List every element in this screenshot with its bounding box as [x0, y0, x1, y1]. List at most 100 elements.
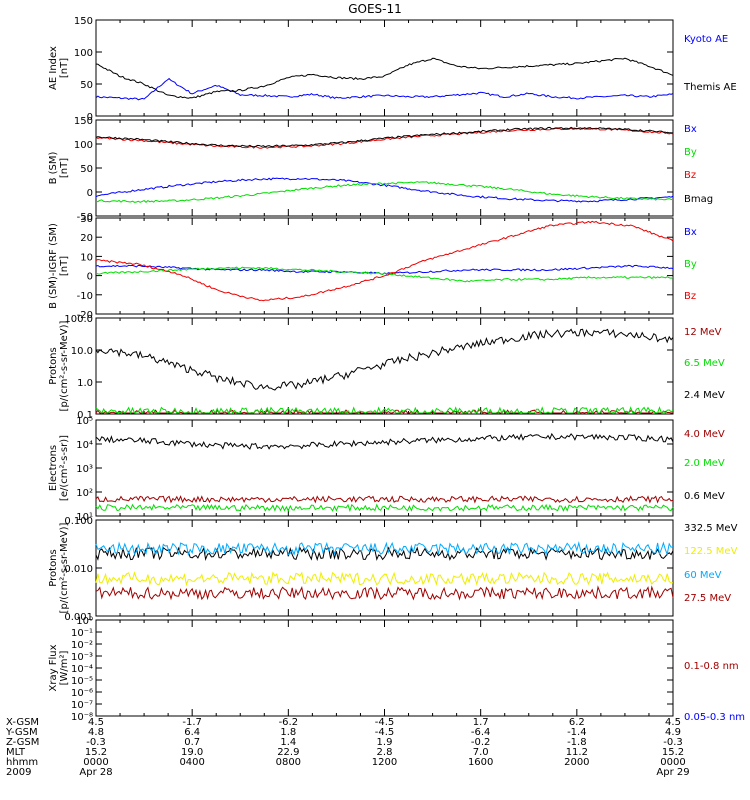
panel-ae: 0 50 100 150 AE Index[nT] Kyoto AE Themis AE: [48, 16, 737, 123]
ephem-cell: -6.2: [279, 717, 299, 728]
ephem-cell: 6.4: [184, 727, 200, 738]
ytick-label: 0: [87, 112, 93, 123]
ephem-cell: 4.5: [665, 717, 681, 728]
ephem-cell: -6.4: [471, 727, 491, 738]
ytick-label: 10⁻¹: [71, 628, 93, 639]
legend-label: 0.6 MeV: [684, 491, 725, 502]
ephem-cell: -4.5: [375, 717, 395, 728]
ephem-cell: 1.9: [377, 737, 393, 748]
series-27-5-mev: [95, 585, 674, 601]
legend-label: Bz: [684, 170, 696, 181]
legend-label: 6.5 MeV: [684, 358, 725, 369]
ylabel: Xray Flux[W/m²]: [48, 644, 70, 691]
panel-frame: [95, 519, 674, 617]
ytick-label: 30: [80, 214, 93, 225]
series-by: [96, 181, 674, 203]
panel-frame: [95, 217, 674, 315]
series-0-6-mev: [95, 432, 674, 450]
panel-bsm: -50 0 50 100 150 B (SM)[nT] Bx By Bz Bmag: [48, 116, 713, 223]
ytick-label: 10⁻⁴: [71, 664, 93, 675]
ephemeris-table: X-GSMY-GSMZ-GSMMLThhmm20094.54.8-0.315.2…: [5, 717, 690, 778]
ephem-cell: 0.7: [184, 737, 200, 748]
ytick-label: 0.001: [64, 612, 93, 623]
series-bx: [95, 177, 674, 203]
legend-label: 60 MeV: [684, 570, 722, 581]
series-6-5-mev: [95, 406, 674, 415]
legend-label: Themis AE: [683, 82, 737, 93]
ephem-cell: 1.7: [473, 717, 489, 728]
ephem-cell: 4.9: [665, 727, 681, 738]
ephem-row-label: hhmm: [6, 757, 38, 768]
ytick-label: 20: [80, 233, 93, 244]
ytick-label: 10⁰: [76, 616, 93, 627]
legend-label: Bx: [684, 227, 697, 238]
ephem-cell: 0000: [83, 757, 108, 768]
panel-protons2: 0.001 0.010 0.100Protons[p/(cm²-s-sr-MeV)]…: [48, 516, 738, 623]
legend-label: 27.5 MeV: [684, 593, 731, 604]
chart-title: GOES-11: [348, 2, 402, 16]
ytick-label: 10⁻⁵: [71, 676, 93, 687]
ytick-label: 10⁻³: [71, 652, 93, 663]
series-bmag: [95, 126, 674, 148]
ephem-cell: -1.8: [567, 737, 587, 748]
legend-label: 2.0 MeV: [684, 458, 725, 469]
ephem-row-label: 2009: [6, 767, 31, 778]
legend-label: By: [684, 147, 697, 158]
ephem-cell: 0800: [276, 757, 301, 768]
ephem-row-label: MLT: [6, 747, 26, 758]
series-bz: [95, 220, 674, 302]
panel-bdiff: -20 -10 0 10 20 30 B (SM)-IGRF (SM)[nT] Bx By Bz: [48, 214, 697, 321]
ytick-label: 0: [87, 272, 93, 283]
ephem-cell: 1600: [468, 757, 493, 768]
panel-frame: [95, 19, 674, 117]
ephem-cell: 0000: [660, 757, 685, 768]
ephem-cell: 11.2: [566, 747, 588, 758]
ytick-label: 10²: [76, 488, 93, 499]
ephem-cell: 15.2: [85, 747, 107, 758]
series-kyoto-ae: [95, 77, 674, 101]
ephem-cell: 4.5: [88, 717, 104, 728]
ytick-label: 50: [80, 80, 93, 91]
ephem-cell: 6.2: [569, 717, 585, 728]
panel-electrons: 10¹ 10² 10³ 10⁴ 10⁵ Electrons[e/(cm²-s-sr)] 4.…: [48, 416, 725, 523]
ytick-label: 10⁻²: [71, 640, 93, 651]
ephem-cell: -0.2: [471, 737, 491, 748]
legend-label: By: [684, 259, 697, 270]
ephem-row-label: Y-GSM: [5, 727, 38, 738]
ytick-label: 0.100: [64, 516, 93, 527]
legend-label: Kyoto AE: [684, 34, 728, 45]
ytick-label: 10⁴: [76, 440, 93, 451]
ytick-label: 100.0: [64, 314, 93, 325]
ephem-row-label: X-GSM: [6, 717, 39, 728]
series-2-4-mev: [95, 328, 674, 391]
ytick-label: 0: [87, 188, 93, 199]
ytick-label: 10.0: [71, 346, 93, 357]
ytick-label: 10⁻⁸: [71, 712, 93, 723]
ytick-label: 1.0: [77, 378, 93, 389]
series-2-0-mev: [95, 503, 674, 513]
panel-frame: [95, 619, 674, 717]
ytick-label: 50: [80, 164, 93, 175]
ephem-cell: 15.2: [662, 747, 684, 758]
ephem-cell: -1.4: [567, 727, 587, 738]
ytick-label: 100: [74, 140, 93, 151]
ytick-label: 100: [74, 48, 93, 59]
ephem-cell: 2000: [564, 757, 589, 768]
legend-label: 4.0 MeV: [684, 429, 725, 440]
legend-label: Bmag: [684, 194, 713, 205]
ytick-label: -10: [77, 291, 93, 302]
ylabel: Protons[p/(cm²-s-sr-MeV)]: [48, 320, 70, 411]
series-122-5-mev: [95, 570, 674, 587]
ephem-cell: 22.9: [277, 747, 299, 758]
ylabel: Protons[p/(cm²-s-sr-MeV)]: [48, 522, 70, 613]
ephem-cell: 4.8: [88, 727, 104, 738]
legend-label: 12 MeV: [684, 327, 722, 338]
ephem-cell: -0.3: [86, 737, 106, 748]
legend-label: 0.05-0.3 nm: [684, 712, 745, 723]
ephem-cell: -4.5: [375, 727, 395, 738]
ytick-label: 10³: [76, 464, 93, 475]
ylabel: Electrons[e/(cm²-s-sr)]: [48, 435, 70, 501]
